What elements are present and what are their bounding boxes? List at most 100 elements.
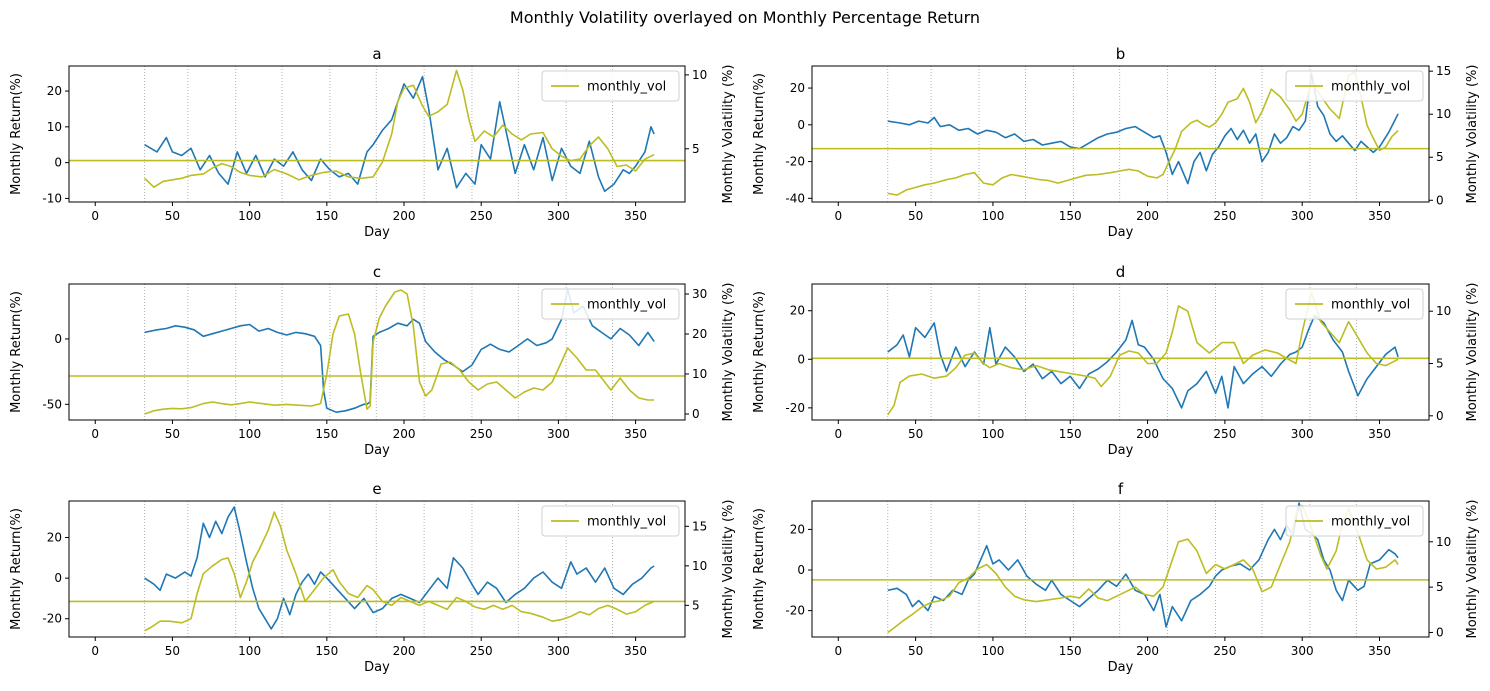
volatility-series-line [887,504,1399,634]
y-tick-label: 0 [797,118,805,132]
y2-tick-label: 10 [692,68,707,82]
legend-label: monthly_vol [1331,80,1410,95]
x-tick-label: 100 [981,427,1004,441]
y-axis-label: Monthly Return(%) [9,508,24,630]
return-series-line [144,75,655,193]
legend: monthly_vol [541,70,680,102]
y2-tick-label: 15 [692,519,707,533]
y-tick-label: -20 [785,401,805,415]
x-tick-label: 250 [1213,644,1236,658]
return-series-line [144,506,655,630]
x-tick-label: 300 [1291,644,1314,658]
y-tick-label: 20 [790,81,805,95]
x-tick-label: 250 [470,209,493,223]
x-tick-label: 150 [1059,427,1082,441]
y2-tick-label: 30 [692,287,707,301]
legend-box [541,70,680,102]
x-tick-label: 300 [547,427,570,441]
y-tick-label: 0 [54,156,62,170]
x-tick-label: 150 [315,644,338,658]
volatility-series-line [144,289,655,415]
volatility-series-line [144,511,655,632]
y-tick-label: 20 [790,522,805,536]
x-tick-label: 150 [1059,209,1082,223]
y2-tick-label: 15 [1436,64,1451,78]
x-tick-label: 300 [1291,427,1314,441]
y-tick-label: 20 [47,84,62,98]
x-tick-label: 200 [393,209,416,223]
x-tick-label: 100 [238,209,261,223]
x-tick-label: 350 [624,427,647,441]
x-tick-label: 0 [91,209,99,223]
y-tick-label: 10 [47,120,62,134]
x-axis-label: Day [364,660,390,675]
x-tick-label: 100 [238,644,261,658]
axes-frame [68,283,686,421]
y2-tick-label: 0 [692,407,700,421]
x-tick-label: 250 [1213,209,1236,223]
y-axis-label: Monthly Return(%) [752,291,767,413]
subplot-title: f [1118,480,1124,498]
y2-tick-label: 10 [692,367,707,381]
legend-box [1285,288,1424,320]
subplot-title: e [372,480,381,498]
legend: monthly_vol [1285,288,1424,320]
y-axis-label: Monthly Return(%) [752,73,767,195]
y-tick-label: -20 [785,604,805,618]
subplot-title: c [373,263,381,281]
x-tick-label: 250 [470,427,493,441]
x-tick-label: 100 [981,644,1004,658]
x-tick-label: 200 [1136,427,1159,441]
volatility-series-line [887,71,1399,196]
x-tick-label: 350 [1368,644,1391,658]
x-tick-label: 200 [1136,644,1159,658]
x-tick-label: 50 [165,209,180,223]
subplot-e: 0 50 100 150 200 250 300 350 -20 0 20 5 10 15 e Day Mont… [9,480,736,675]
y2-tick-label: 5 [1436,150,1444,164]
y2-axis-label: Monthly Volatility (%) [1465,500,1480,639]
y-tick-label: -10 [42,191,62,205]
y2-tick-label: 5 [1436,357,1444,371]
x-tick-label: 50 [908,209,923,223]
y2-tick-label: 0 [1436,625,1444,639]
x-axis-label: Day [1108,660,1134,675]
x-tick-label: 100 [981,209,1004,223]
y2-tick-label: 10 [1436,304,1451,318]
x-tick-label: 150 [315,427,338,441]
y2-axis-label: Monthly Volatility (%) [721,65,736,204]
x-tick-label: 0 [834,209,842,223]
x-tick-label: 350 [1368,209,1391,223]
legend-label: monthly_vol [587,298,666,313]
x-axis-label: Day [1108,225,1134,240]
y-axis-label: Monthly Return(%) [9,291,24,413]
y-tick-label: 0 [797,563,805,577]
axes-frame [811,283,1430,421]
y-tick-label: -20 [42,612,62,626]
return-series-line [887,314,1399,409]
subplot-title: a [372,45,381,63]
legend-label: monthly_vol [1331,515,1410,530]
subplot-f: 0 50 100 150 200 250 300 350-200200510fDayMonth… [752,480,1480,675]
x-tick-label: 250 [470,644,493,658]
x-tick-label: 0 [834,644,842,658]
y-axis-label: Monthly Return(%) [9,73,24,195]
return-series-line [887,502,1399,628]
figure-title: Monthly Volatility overlayed on Monthly … [509,8,981,27]
legend: monthly_vol [1285,70,1424,102]
y-tick-label: -50 [42,397,62,411]
x-tick-label: 50 [165,644,180,658]
x-tick-label: 100 [238,427,261,441]
x-tick-label: 250 [1213,427,1236,441]
y-tick-label: 0 [54,571,62,585]
legend-box [1285,505,1424,537]
x-tick-label: 350 [624,644,647,658]
axes-frame [811,65,1430,203]
y2-axis-label: Monthly Volatility (%) [1465,283,1480,422]
legend: monthly_vol [541,288,680,320]
x-tick-label: 0 [91,427,99,441]
x-tick-label: 350 [1368,427,1391,441]
axes-frame [811,500,1430,638]
y2-axis-label: Monthly Volatility (%) [1465,65,1480,204]
subplot-c: 0 50 100 150 200 250 300 350 -50 0 0 10 20 30 c Day Mont… [9,263,736,458]
